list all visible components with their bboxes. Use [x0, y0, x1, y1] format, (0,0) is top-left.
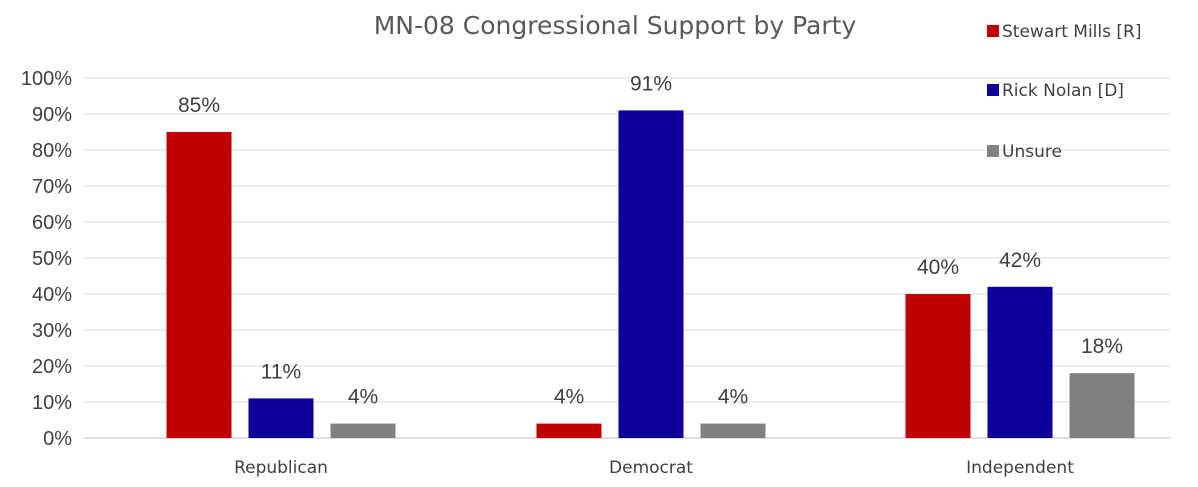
- bar-democrat-nolan: [618, 110, 684, 439]
- legend-label: Stewart Mills [R]: [1002, 22, 1141, 42]
- data-label: 4%: [718, 386, 748, 409]
- data-label: 40%: [917, 256, 959, 279]
- y-tick-label: 40%: [32, 284, 72, 306]
- x-category-label: Independent: [966, 458, 1074, 478]
- bar-independent-nolan: [987, 286, 1053, 438]
- data-label: 18%: [1081, 335, 1123, 358]
- x-category-label: Republican: [234, 458, 328, 478]
- y-tick-label: 70%: [32, 176, 72, 198]
- bar-republican-nolan: [248, 398, 314, 438]
- y-tick-label: 50%: [32, 248, 72, 270]
- x-category-label: Democrat: [609, 458, 693, 478]
- y-tick-label: 20%: [32, 356, 72, 378]
- bar-republican-unsure: [330, 423, 396, 438]
- y-tick-label: 80%: [32, 140, 72, 162]
- y-tick-label: 10%: [32, 392, 72, 414]
- y-tick-label: 100%: [21, 68, 72, 90]
- bar-democrat-unsure: [700, 423, 766, 438]
- y-tick-label: 60%: [32, 212, 72, 234]
- bar-independent-mills: [905, 294, 971, 438]
- bars: [166, 110, 1135, 439]
- legend-swatch: [987, 145, 999, 157]
- data-label: 85%: [178, 94, 220, 117]
- bar-independent-unsure: [1069, 373, 1135, 438]
- legend-label: Unsure: [1002, 142, 1062, 162]
- legend-swatch: [987, 84, 999, 96]
- x-axis-categories: Republican Democrat Independent: [234, 458, 1074, 478]
- legend-swatch: [987, 25, 999, 37]
- legend-label: Rick Nolan [D]: [1002, 81, 1124, 101]
- y-tick-label: 90%: [32, 104, 72, 126]
- chart-title: MN-08 Congressional Support by Party: [374, 11, 857, 40]
- data-labels: 85% 11% 4% 4% 91% 4% 40% 42% 18%: [178, 72, 1123, 408]
- y-tick-label: 0%: [43, 428, 72, 450]
- bar-democrat-mills: [536, 423, 602, 438]
- bar-republican-mills: [166, 132, 232, 438]
- legend: Stewart Mills [R] Rick Nolan [D] Unsure: [987, 22, 1141, 162]
- y-axis-ticks: 0% 10% 20% 30% 40% 50% 60% 70% 80% 90% 100%: [21, 68, 72, 450]
- data-label: 4%: [348, 386, 378, 409]
- data-label: 42%: [999, 249, 1041, 272]
- data-label: 91%: [630, 72, 672, 95]
- data-label: 4%: [554, 386, 584, 409]
- y-tick-label: 30%: [32, 320, 72, 342]
- data-label: 11%: [261, 360, 301, 383]
